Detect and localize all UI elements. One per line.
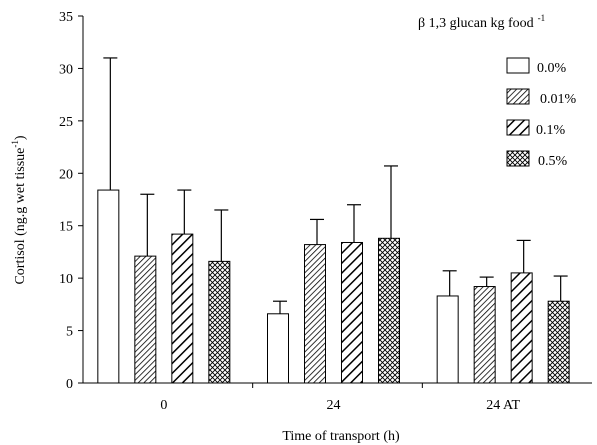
bar-01-2 [510,272,533,384]
y-axis-title: Cortisol (ng.g wet tissue-1) [10,135,28,284]
bar-05-2 [547,300,570,384]
bar-05-1 [378,237,400,384]
x-category-label: 24 AT [486,398,520,413]
x-category-label: 0 [160,398,167,413]
bar-001-1 [304,244,326,384]
y-tick-label: 15 [59,220,73,235]
x-axis-title: Time of transport (h) [282,429,400,444]
bar-001-2 [473,286,496,384]
y-tick-label: 25 [59,115,73,130]
legend-label: 0.1% [536,123,566,138]
legend-label: 0.5% [538,154,568,169]
legend-swatch [506,150,530,167]
bars-group [97,189,570,384]
legend-label: 0.0% [537,61,567,76]
bar-01-0 [171,233,194,384]
axes: 0 5 10 15 20 25 30 35 [59,10,592,392]
y-tick-label: 5 [66,325,73,340]
category-labels: 0 24 24 AT [160,398,520,413]
bar-00-2 [436,295,459,384]
legend-title: β 1,3 glucan kg food -1 [418,13,545,31]
bar-00-1 [267,313,289,384]
legend: β 1,3 glucan kg food -1 0.0% 0.01% 0.1% 0.5% [418,13,577,169]
y-tick-label: 20 [59,167,73,182]
bar-001-0 [134,255,157,384]
bar-01-1 [341,241,363,384]
legend-swatch [506,88,530,105]
y-tick-label: 0 [66,377,73,392]
legend-swatch [506,57,530,74]
y-tick-label: 35 [59,10,73,25]
error-bars-group [103,57,568,314]
bar-05-0 [208,260,231,384]
y-tick-label: 10 [59,272,73,287]
legend-label: 0.01% [540,92,577,107]
x-category-label: 24 [327,398,341,413]
y-tick-label: 30 [59,62,73,77]
legend-swatch [506,119,530,136]
bar-00-0 [97,189,120,384]
